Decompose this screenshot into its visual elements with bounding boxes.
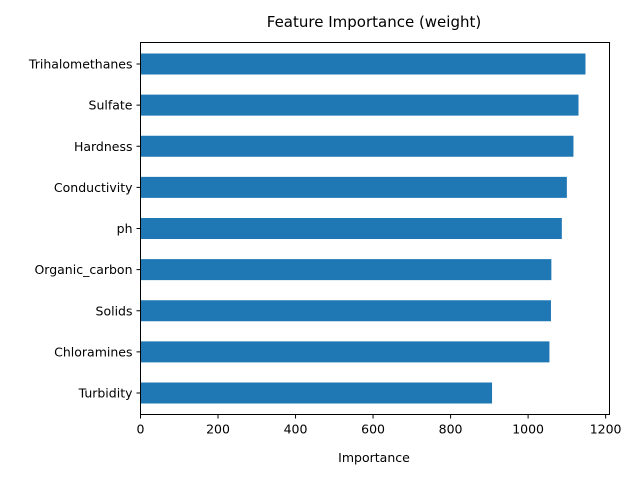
x-axis-title: Importance bbox=[338, 450, 410, 465]
y-tick-label: Conductivity bbox=[54, 180, 133, 195]
y-tick-label: ph bbox=[117, 221, 133, 236]
x-tick-label: 400 bbox=[284, 422, 308, 437]
y-tick-label: Sulfate bbox=[89, 98, 133, 113]
x-axis-ticks: 0 200 400 600 800 1000 1200 bbox=[137, 414, 622, 437]
bar-trihalomethanes bbox=[140, 53, 586, 75]
bar-solids bbox=[140, 300, 551, 322]
bar-ph bbox=[140, 218, 562, 239]
x-tick-label: 200 bbox=[206, 422, 230, 437]
x-tick-label: 1000 bbox=[512, 422, 544, 437]
bars-layer bbox=[140, 53, 586, 404]
y-tick-label: Trihalomethanes bbox=[28, 57, 133, 72]
y-tick-label: Hardness bbox=[74, 139, 133, 154]
bar-turbidity bbox=[140, 382, 493, 404]
x-tick-label: 800 bbox=[439, 422, 463, 437]
y-tick-label: Organic_carbon bbox=[34, 262, 132, 277]
y-tick-label: Chloramines bbox=[54, 344, 132, 359]
y-axis-ticks: Trihalomethanes Sulfate Hardness Conductivi… bbox=[28, 57, 141, 401]
plot-frame bbox=[140, 42, 610, 415]
x-tick-label: 0 bbox=[137, 422, 145, 437]
x-tick-label: 1200 bbox=[590, 422, 622, 437]
y-tick-label: Solids bbox=[96, 303, 133, 318]
y-tick-label: Turbidity bbox=[78, 386, 134, 401]
x-tick-label: 600 bbox=[361, 422, 385, 437]
bar-hardness bbox=[140, 135, 574, 157]
chart-title: Feature Importance (weight) bbox=[267, 13, 481, 31]
bar-conductivity bbox=[140, 176, 567, 198]
bar-organic-carbon bbox=[140, 259, 552, 281]
bar-chloramines bbox=[140, 341, 550, 363]
bar-sulfate bbox=[140, 94, 579, 116]
